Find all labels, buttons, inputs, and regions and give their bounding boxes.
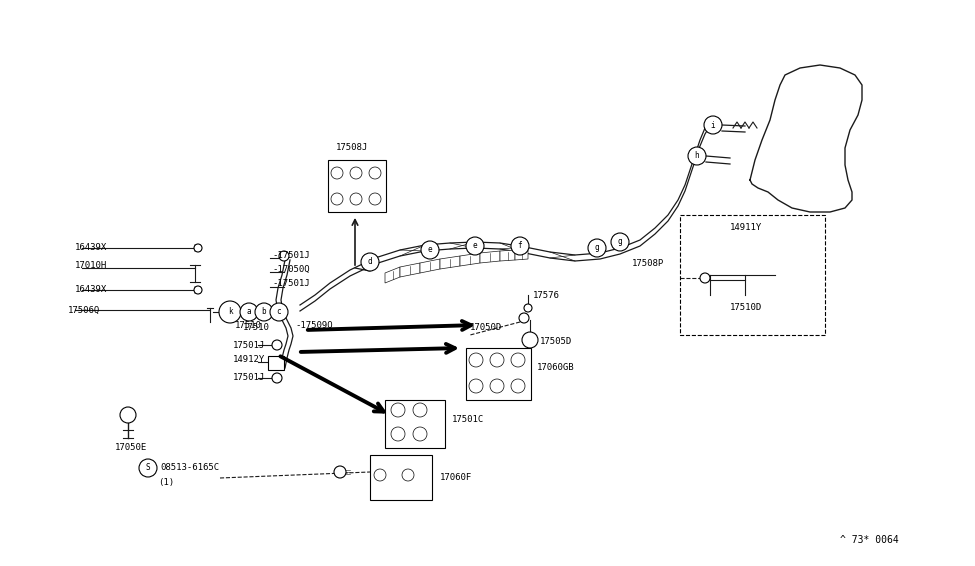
Text: e: e [428, 246, 432, 255]
Polygon shape [500, 250, 515, 261]
Circle shape [270, 303, 288, 321]
Circle shape [255, 303, 273, 321]
Text: 17501C: 17501C [452, 415, 485, 424]
Circle shape [369, 167, 381, 179]
Polygon shape [385, 267, 400, 283]
Text: 17508P: 17508P [632, 259, 664, 268]
Circle shape [331, 193, 343, 205]
Text: 14911Y: 14911Y [730, 224, 762, 233]
Circle shape [611, 233, 629, 251]
Circle shape [413, 427, 427, 441]
Polygon shape [440, 256, 460, 269]
Text: 17505D: 17505D [540, 337, 572, 346]
Text: 17050E: 17050E [115, 444, 147, 452]
Circle shape [334, 466, 346, 478]
Bar [680, 215, 825, 335]
Text: a: a [247, 307, 252, 316]
Circle shape [391, 403, 405, 417]
Circle shape [519, 313, 529, 323]
Text: 17576: 17576 [533, 290, 560, 299]
Text: f: f [518, 242, 523, 251]
Text: 17506Q: 17506Q [68, 306, 100, 315]
Circle shape [466, 237, 484, 255]
Circle shape [361, 253, 379, 271]
Polygon shape [460, 253, 480, 266]
Circle shape [194, 244, 202, 252]
Text: 17060GB: 17060GB [537, 363, 574, 372]
Text: 17060F: 17060F [440, 473, 472, 482]
Circle shape [391, 427, 405, 441]
Bar [328, 160, 386, 212]
Text: g: g [618, 238, 622, 247]
Bar [466, 348, 531, 400]
Circle shape [704, 116, 722, 134]
Polygon shape [420, 259, 440, 273]
Circle shape [402, 469, 414, 481]
Text: 17510D: 17510D [730, 303, 762, 312]
Text: c: c [277, 307, 282, 316]
Text: e: e [473, 242, 478, 251]
Text: ^ 73* 0064: ^ 73* 0064 [840, 535, 899, 545]
Polygon shape [515, 249, 528, 260]
Circle shape [421, 241, 439, 259]
Text: 17501J: 17501J [233, 374, 265, 383]
Text: d: d [368, 258, 372, 267]
Text: (1): (1) [158, 478, 175, 487]
Circle shape [272, 373, 282, 383]
Text: 17010H: 17010H [75, 260, 107, 269]
Text: b: b [261, 307, 266, 316]
Text: -17501J: -17501J [272, 251, 310, 259]
Text: 14912Y: 14912Y [233, 355, 265, 365]
Circle shape [272, 340, 282, 350]
Text: g: g [595, 243, 600, 252]
Circle shape [369, 193, 381, 205]
Text: h: h [694, 152, 699, 161]
Circle shape [524, 304, 532, 312]
Circle shape [374, 469, 386, 481]
Text: S: S [145, 464, 150, 473]
Circle shape [511, 237, 529, 255]
Text: -17509Q: -17509Q [295, 320, 332, 329]
Text: 17510: 17510 [243, 324, 270, 332]
Circle shape [511, 353, 525, 367]
Circle shape [413, 403, 427, 417]
Polygon shape [480, 251, 500, 263]
Bar [268, 356, 284, 370]
Circle shape [331, 167, 343, 179]
Circle shape [490, 379, 504, 393]
Circle shape [688, 147, 706, 165]
Circle shape [279, 251, 289, 261]
Text: 17501J: 17501J [233, 341, 265, 349]
Text: i: i [711, 121, 716, 130]
Circle shape [350, 167, 362, 179]
Bar [370, 455, 432, 500]
Text: 08513-6165C: 08513-6165C [160, 464, 219, 473]
Text: -17050Q: -17050Q [272, 264, 310, 273]
Circle shape [490, 353, 504, 367]
Circle shape [194, 286, 202, 294]
Circle shape [700, 273, 710, 283]
Circle shape [350, 193, 362, 205]
Text: 16439X: 16439X [75, 285, 107, 294]
Text: 17510: 17510 [235, 320, 262, 329]
Circle shape [120, 407, 136, 423]
Circle shape [588, 239, 606, 257]
Circle shape [511, 379, 525, 393]
Circle shape [240, 303, 258, 321]
Text: -17501J: -17501J [272, 280, 310, 289]
Polygon shape [400, 263, 420, 277]
Circle shape [522, 332, 538, 348]
Text: 17050D: 17050D [470, 324, 502, 332]
Text: 17508J: 17508J [336, 143, 369, 152]
Text: k: k [228, 307, 232, 316]
Text: 16439X: 16439X [75, 243, 107, 252]
Circle shape [139, 459, 157, 477]
Circle shape [219, 301, 241, 323]
Circle shape [469, 379, 483, 393]
Bar [385, 400, 445, 448]
Circle shape [469, 353, 483, 367]
